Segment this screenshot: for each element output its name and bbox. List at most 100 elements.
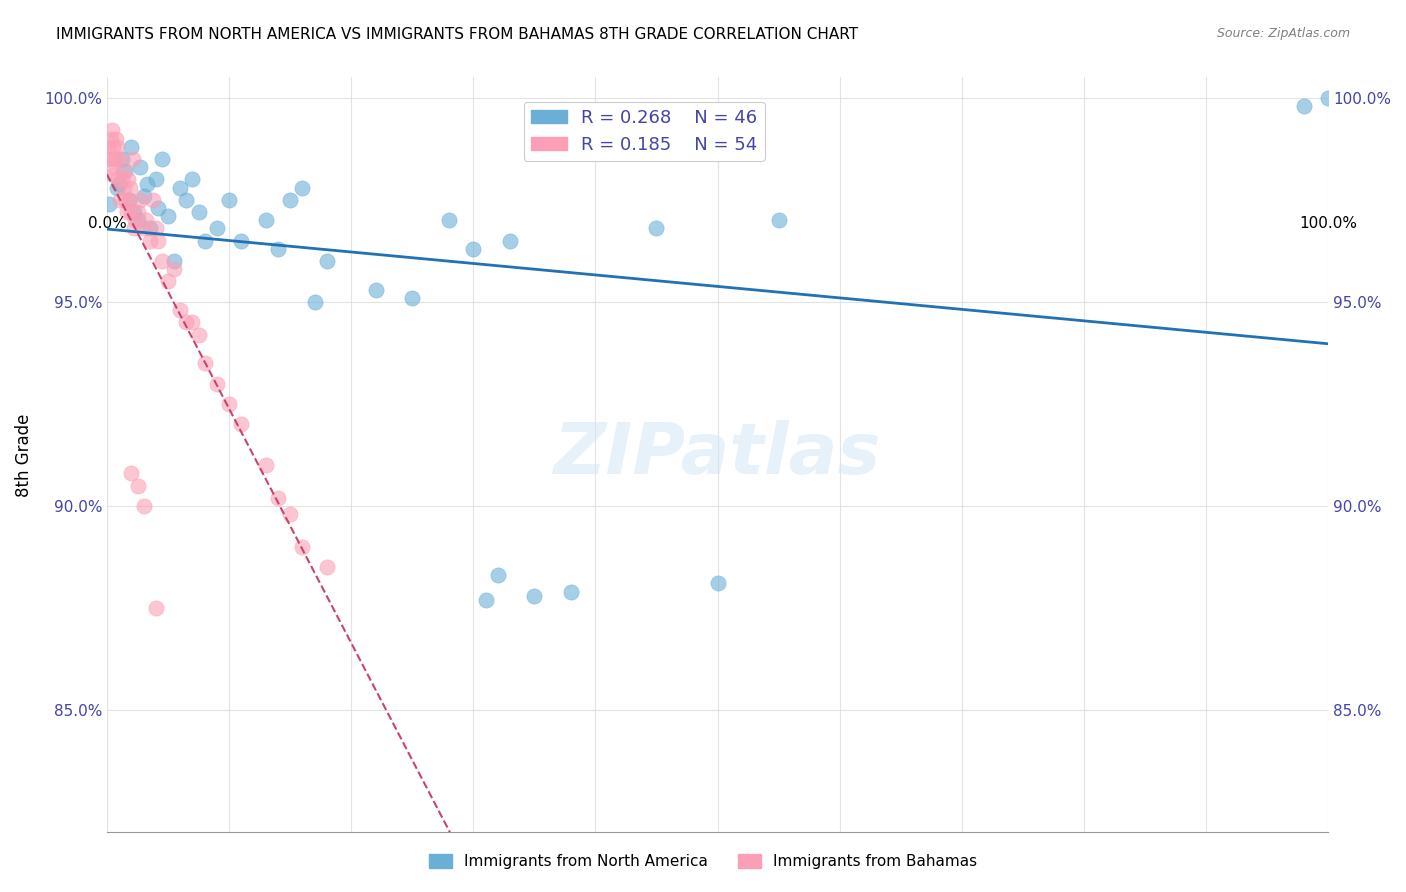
Point	[163, 262, 186, 277]
Point	[205, 376, 228, 391]
Point	[132, 188, 155, 202]
Point	[101, 123, 124, 137]
Point	[645, 221, 668, 235]
Point	[315, 254, 337, 268]
Point	[114, 164, 136, 178]
Point	[107, 172, 129, 186]
Point	[118, 193, 141, 207]
Point	[1292, 99, 1315, 113]
Point	[157, 275, 180, 289]
Point	[474, 592, 496, 607]
Point	[124, 213, 146, 227]
Point	[157, 209, 180, 223]
Point	[181, 172, 204, 186]
Point	[100, 131, 122, 145]
Point	[150, 254, 173, 268]
Point	[148, 201, 170, 215]
Point	[122, 221, 145, 235]
Point	[194, 356, 217, 370]
Legend: R = 0.268    N = 46, R = 0.185    N = 54: R = 0.268 N = 46, R = 0.185 N = 54	[523, 102, 765, 161]
Point	[187, 205, 209, 219]
Point	[120, 180, 142, 194]
Point	[1317, 91, 1340, 105]
Point	[103, 152, 125, 166]
Y-axis label: 8th Grade: 8th Grade	[15, 413, 32, 497]
Point	[120, 140, 142, 154]
Point	[117, 172, 139, 186]
Point	[111, 152, 134, 166]
Point	[499, 234, 522, 248]
Point	[97, 140, 120, 154]
Text: 100.0%: 100.0%	[1299, 216, 1357, 231]
Point	[121, 152, 143, 166]
Point	[142, 193, 165, 207]
Point	[108, 152, 131, 166]
Point	[267, 242, 290, 256]
Point	[132, 221, 155, 235]
Point	[104, 131, 127, 145]
Point	[706, 576, 728, 591]
Point	[768, 213, 790, 227]
Point	[104, 152, 127, 166]
Point	[145, 221, 167, 235]
Point	[112, 180, 135, 194]
Text: IMMIGRANTS FROM NORTH AMERICA VS IMMIGRANTS FROM BAHAMAS 8TH GRADE CORRELATION C: IMMIGRANTS FROM NORTH AMERICA VS IMMIGRA…	[56, 27, 859, 42]
Point	[304, 294, 326, 309]
Point	[291, 180, 314, 194]
Point	[127, 213, 149, 227]
Text: 0.0%: 0.0%	[87, 216, 127, 231]
Point	[127, 205, 149, 219]
Point	[218, 397, 240, 411]
Point	[231, 417, 253, 432]
Point	[138, 221, 160, 235]
Point	[176, 315, 198, 329]
Point	[138, 234, 160, 248]
Point	[169, 303, 191, 318]
Point	[278, 193, 301, 207]
Point	[523, 589, 546, 603]
Point	[105, 180, 128, 194]
Point	[100, 160, 122, 174]
Point	[145, 601, 167, 615]
Point	[401, 291, 423, 305]
Point	[105, 140, 128, 154]
Point	[187, 327, 209, 342]
Point	[254, 458, 277, 472]
Point	[181, 315, 204, 329]
Point	[267, 491, 290, 505]
Point	[437, 213, 460, 227]
Point	[108, 177, 131, 191]
Point	[111, 164, 134, 178]
Point	[463, 242, 485, 256]
Point	[101, 169, 124, 183]
Point	[127, 478, 149, 492]
Point	[291, 540, 314, 554]
Point	[315, 560, 337, 574]
Point	[169, 180, 191, 194]
Point	[114, 193, 136, 207]
Point	[150, 152, 173, 166]
Point	[115, 205, 138, 219]
Point	[120, 467, 142, 481]
Point	[364, 283, 387, 297]
Point	[101, 140, 124, 154]
Point	[148, 234, 170, 248]
Point	[129, 193, 152, 207]
Point	[218, 193, 240, 207]
Point	[118, 193, 141, 207]
Point	[110, 193, 132, 207]
Point	[176, 193, 198, 207]
Point	[560, 584, 582, 599]
Point	[254, 213, 277, 227]
Point	[98, 152, 121, 166]
Point	[111, 172, 134, 186]
Point	[120, 205, 142, 219]
Point	[136, 177, 159, 191]
Point	[132, 499, 155, 513]
Legend: Immigrants from North America, Immigrants from Bahamas: Immigrants from North America, Immigrant…	[422, 848, 984, 875]
Point	[98, 197, 121, 211]
Point	[163, 254, 186, 268]
Point	[122, 205, 145, 219]
Point	[486, 568, 509, 582]
Point	[194, 234, 217, 248]
